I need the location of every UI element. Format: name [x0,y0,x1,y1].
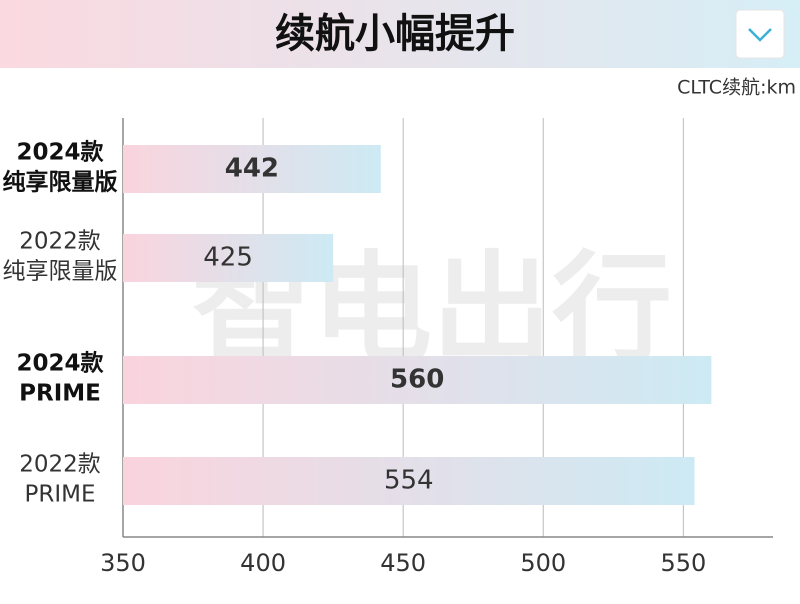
value-label: 554 [384,466,434,496]
unit-label: CLTC续航:km [677,77,796,99]
bar [123,457,695,505]
x-tick-label: 350 [100,549,146,577]
bar [123,234,334,282]
x-tick-label: 400 [240,549,286,577]
header-bar [0,0,800,68]
bar [123,145,381,193]
y-tick-label: 2024款 [16,139,104,166]
chart-title: 续航小幅提升 [275,11,515,57]
value-label: 442 [225,154,279,184]
y-tick-label: PRIME [24,482,95,508]
value-label: 425 [203,243,253,273]
x-tick-label: 500 [520,549,566,577]
collapse-button[interactable] [735,9,785,59]
bar [123,356,712,404]
y-tick-label: 纯享限量版 [3,169,118,196]
y-tick-label: 2022款 [19,229,101,255]
y-tick-label: PRIME [19,381,101,407]
y-tick-label: 纯享限量版 [3,259,118,285]
value-label: 560 [390,365,444,395]
y-tick-label: 2024款 [16,350,104,377]
y-tick-label: 2022款 [19,452,101,478]
x-tick-label: 550 [660,549,706,577]
x-tick-label: 450 [380,549,426,577]
